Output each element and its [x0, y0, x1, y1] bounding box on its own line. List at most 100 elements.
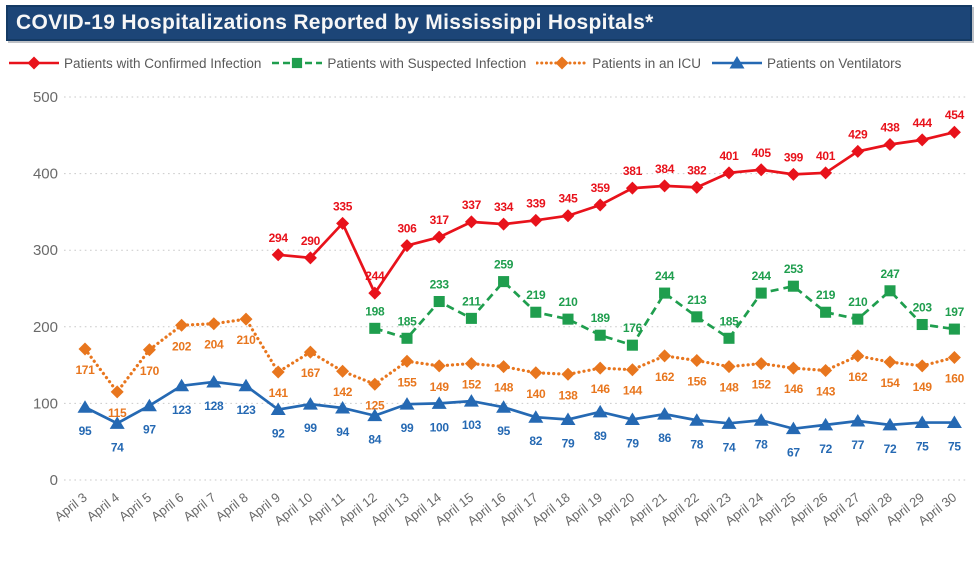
data-label-ventilators: 99	[401, 421, 414, 435]
data-label-icu: 152	[462, 378, 482, 392]
diamond-marker	[947, 125, 961, 139]
diamond-marker	[110, 385, 124, 399]
legend-label-icu: Patients in an ICU	[592, 55, 702, 71]
triangle-marker	[914, 415, 930, 429]
data-label-icu: 138	[558, 388, 578, 402]
diamond-marker	[786, 361, 800, 375]
data-label-confirmed: 317	[430, 213, 450, 227]
data-label-ventilators: 97	[143, 423, 156, 437]
diamond-marker	[883, 137, 897, 151]
data-label-ventilators: 77	[851, 438, 864, 452]
square-marker	[755, 287, 767, 299]
diamond-marker	[561, 367, 575, 381]
square-marker	[498, 276, 510, 288]
diamond-marker	[497, 217, 511, 231]
data-label-suspected: 197	[945, 305, 965, 319]
data-label-suspected: 176	[623, 321, 643, 335]
y-axis-tick-label: 500	[33, 89, 58, 106]
data-label-ventilators: 78	[690, 437, 703, 451]
diamond-marker	[368, 377, 382, 391]
series-suspected: 198 185 233 211 259 219 210 189 176 244 213 185 244 2…	[365, 258, 965, 351]
diamond-marker	[690, 180, 704, 194]
data-label-confirmed: 337	[462, 198, 482, 212]
diamond-marker	[851, 144, 865, 158]
data-label-icu: 144	[623, 384, 643, 398]
triangle-marker	[109, 416, 125, 429]
triangle-marker	[729, 56, 745, 69]
diamond-marker	[303, 345, 317, 359]
series-icu: 171 115 170 202 204 210 141 167 142 125 155 149 152 1…	[75, 312, 965, 420]
data-label-suspected: 259	[494, 258, 514, 272]
data-label-icu: 152	[752, 378, 772, 392]
x-axis-tick-label: April 5	[116, 490, 154, 525]
triangle-marker	[882, 417, 898, 431]
legend-label-confirmed: Patients with Confirmed Infection	[64, 55, 262, 71]
title-bar: COVID-19 Hospitalizations Reported by Mi…	[6, 5, 972, 41]
data-label-suspected: 213	[687, 293, 707, 307]
diamond-marker	[722, 360, 736, 374]
data-label-confirmed: 334	[494, 200, 514, 214]
data-label-suspected: 219	[526, 288, 546, 302]
diamond-marker	[336, 216, 350, 230]
legend-item-ventilators: Patients on Ventilators	[711, 55, 901, 71]
data-label-suspected: 185	[397, 314, 417, 328]
data-label-icu: 154	[880, 376, 900, 390]
data-label-icu: 170	[140, 364, 160, 378]
diamond-marker	[400, 239, 414, 253]
data-label-confirmed: 429	[848, 127, 868, 141]
data-label-icu: 162	[655, 370, 675, 384]
data-label-suspected: 233	[430, 278, 450, 292]
data-label-suspected: 189	[591, 311, 611, 325]
data-label-icu: 115	[108, 406, 127, 420]
data-label-ventilators: 72	[884, 442, 897, 456]
data-label-confirmed: 294	[269, 231, 289, 245]
triangle-marker	[560, 412, 576, 425]
square-marker	[852, 313, 864, 325]
diamond-marker	[561, 209, 575, 223]
diamond-marker	[915, 133, 929, 147]
data-label-suspected: 244	[655, 269, 675, 283]
data-label-suspected: 210	[558, 295, 578, 309]
square-marker	[659, 287, 671, 299]
data-label-suspected: 210	[848, 295, 868, 309]
diamond-marker	[336, 364, 350, 378]
data-label-icu: 155	[397, 375, 417, 389]
diamond-marker	[658, 349, 672, 363]
square-marker	[292, 57, 303, 69]
diamond-marker	[593, 198, 607, 212]
data-label-ventilators: 123	[172, 403, 192, 417]
diamond-marker	[690, 354, 704, 368]
diamond-marker	[497, 360, 511, 374]
data-label-ventilators: 75	[948, 440, 961, 454]
legend-label-ventilators: Patients on Ventilators	[767, 55, 902, 71]
diamond-marker	[786, 167, 800, 181]
square-marker	[723, 332, 735, 344]
x-axis-tick-label: April 8	[213, 490, 251, 525]
icu-marker-icon	[536, 56, 589, 70]
triangle-marker	[818, 417, 834, 431]
data-label-confirmed: 359	[591, 181, 611, 195]
diamond-marker	[464, 357, 478, 371]
data-label-ventilators: 99	[304, 421, 317, 435]
diamond-marker	[625, 181, 639, 195]
diamond-marker	[819, 166, 833, 180]
data-label-ventilators: 86	[658, 431, 671, 445]
diamond-marker	[27, 56, 41, 70]
series-line-icu	[83, 317, 957, 395]
triangle-marker	[657, 407, 673, 420]
x-axis-tick-label: April 3	[52, 490, 90, 525]
diamond-marker	[658, 179, 672, 193]
triangle-marker	[206, 374, 222, 388]
data-label-ventilators: 128	[204, 399, 224, 413]
data-label-suspected: 247	[880, 267, 900, 281]
data-label-suspected: 198	[365, 304, 385, 318]
diamond-marker	[819, 363, 833, 377]
data-label-ventilators: 79	[562, 436, 575, 450]
data-label-confirmed: 444	[913, 116, 933, 130]
legend-item-suspected: Patients with Suspected Infection	[271, 55, 526, 71]
diamond-marker	[78, 342, 92, 356]
diamond-marker	[593, 361, 607, 375]
square-marker	[691, 311, 703, 323]
triangle-marker	[785, 421, 801, 435]
